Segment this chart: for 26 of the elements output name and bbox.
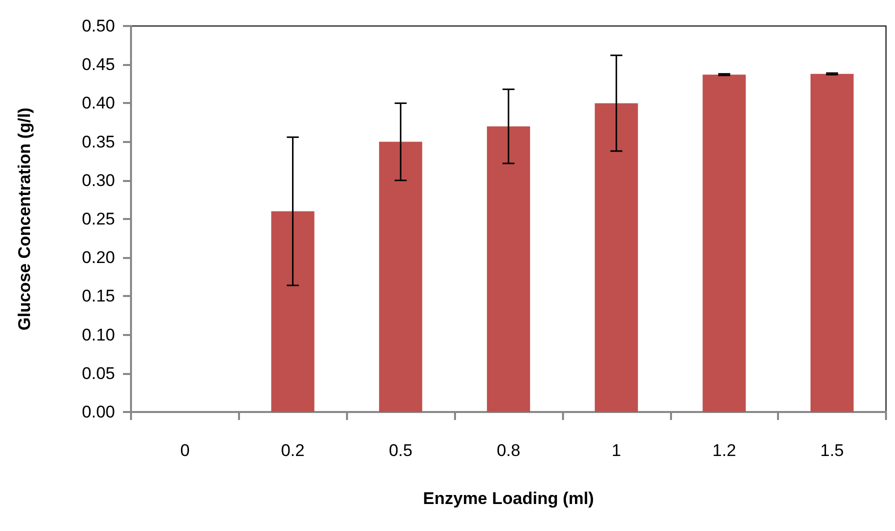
y-tick-label: 0.00	[82, 402, 115, 422]
bar	[379, 142, 422, 412]
bar	[810, 74, 854, 412]
y-tick-label: 0.15	[82, 286, 115, 306]
y-tick-label: 0.05	[82, 364, 115, 383]
x-tick-label: 1	[612, 441, 622, 460]
x-tick-label: 0.2	[280, 441, 305, 460]
x-axis-title: Enzyme Loading (ml)	[423, 489, 594, 508]
y-tick-label: 0.40	[82, 94, 115, 113]
x-tick-label: 0	[180, 441, 190, 460]
y-tick-label: 0.25	[82, 210, 115, 228]
x-tick-label: 1.2	[712, 441, 736, 460]
x-tick-label: 0.8	[496, 441, 520, 460]
y-axis-title: Glucose Concentration (g/l)	[15, 108, 34, 330]
bar	[702, 74, 746, 412]
x-tick-label: 0.5	[388, 441, 412, 460]
y-tick-label: 0.50	[82, 16, 115, 36]
bar	[271, 211, 314, 412]
y-tick-label: 0.20	[82, 248, 115, 268]
x-tick-label: 1.5	[820, 441, 844, 460]
bar	[486, 126, 530, 412]
y-tick-label: 0.35	[82, 132, 115, 152]
bar	[594, 103, 638, 412]
y-tick-label: 0.10	[82, 325, 115, 344]
y-tick-label: 0.45	[82, 55, 115, 74]
y-tick-label: 0.30	[82, 170, 115, 190]
